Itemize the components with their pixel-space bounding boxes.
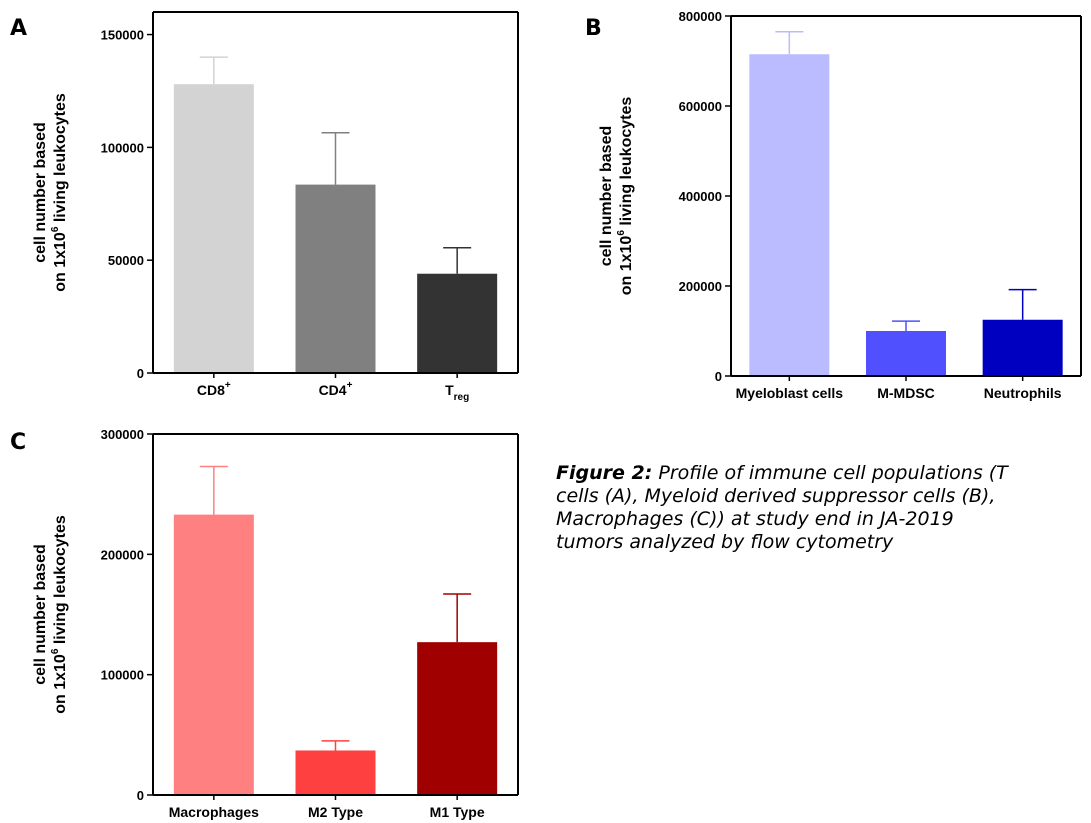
chart-b: Myeloblast cells M-MDSC Neutrophils 0 200000… [598,9,1082,401]
y-tick-label: 0 [715,369,722,384]
x-tick-label: Neutrophils [984,385,1062,401]
bar [982,319,1063,376]
x-tick-label: CD8+ [197,380,231,398]
panel-label-b: B [585,16,602,41]
bar [295,750,376,795]
caption-line-2: cells (A), Myeloid derived suppressor ce… [556,485,996,507]
x-tick-label: Treg [445,382,469,403]
y-tick-label: 300000 [101,427,144,442]
bar [866,331,946,376]
x-tick-label: M-MDSC [877,385,935,401]
bar [417,642,498,795]
caption-line-3: Macrophages (C)) at study end in JA-2019 [556,508,954,530]
caption-title: Figure 2: [556,462,653,484]
caption-line-4: tumors analyzed by flow cytometry [556,531,894,553]
x-tick-label: Macrophages [169,804,259,820]
bar [749,54,830,376]
x-tick-label: M2 Type [308,804,363,820]
y-axis-label: cell number based on 1x106 living leukocy… [32,515,69,714]
figure-caption: Figure 2: Profile of immune cell populat… [556,462,1091,554]
y-tick-label: 100000 [101,668,144,683]
y-tick-label: 0 [137,366,144,381]
chart-a: CD8+ CD4+ Treg 0 50000 100000 150000 cell numbe… [32,11,519,403]
y-axis-label: cell number based on 1x106 living leukocy… [598,97,635,296]
y-tick-label: 100000 [101,140,144,155]
bar [295,184,376,373]
y-tick-label: 200000 [101,547,144,562]
bar [173,84,254,373]
panel-label-c: C [10,430,27,455]
y-tick-label: 200000 [679,279,722,294]
y-tick-label: 50000 [108,253,144,268]
y-tick-label: 150000 [101,28,144,43]
x-tick-label: M1 Type [430,804,485,820]
y-tick-label: 400000 [679,189,722,204]
y-tick-label: 800000 [679,9,722,24]
caption-line-1: Profile of immune cell populations (T [658,462,1008,484]
x-tick-label: Myeloblast cells [736,385,844,401]
panel-label-a: A [10,16,28,41]
x-tick-label: CD4+ [319,380,353,398]
bar [173,514,254,795]
bar [417,273,498,373]
y-axis-label: cell number based on 1x106 living leukocy… [32,93,69,292]
chart-c: Macrophages M2 Type M1 Type 0 100000 200000 30… [32,427,519,820]
y-tick-label: 600000 [679,99,722,114]
y-tick-label: 0 [137,788,144,803]
